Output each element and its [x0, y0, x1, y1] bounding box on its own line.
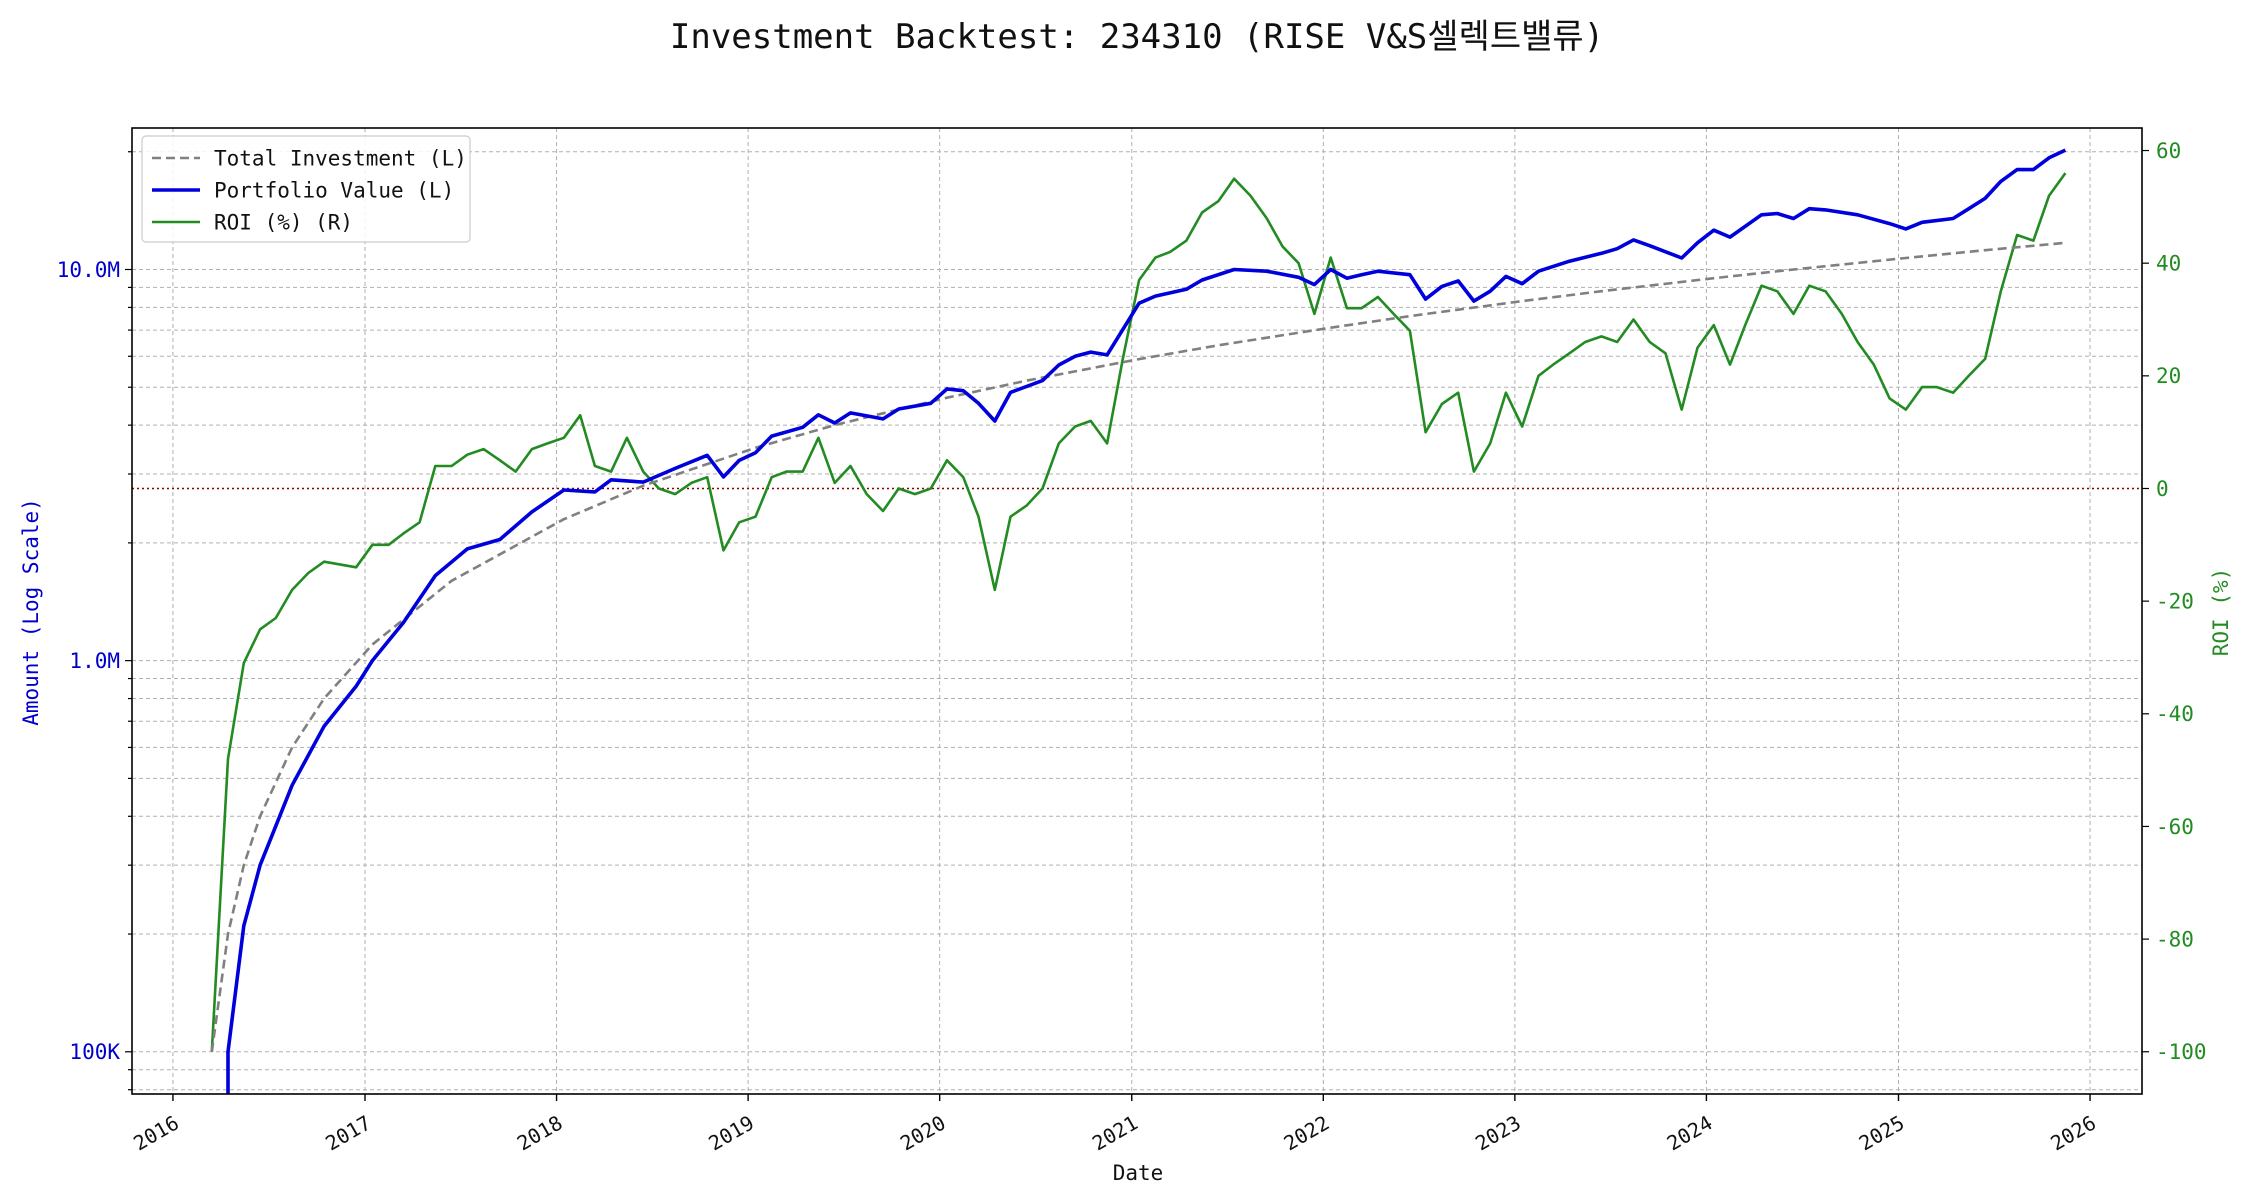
left-y-tick-label: 100K: [69, 1040, 120, 1064]
right-y-tick-label: 0: [2156, 477, 2169, 501]
plot-frame: [131, 127, 2143, 1095]
right-y-tick-label: -100: [2156, 1040, 2207, 1064]
x-tick-label: 2018: [513, 1111, 567, 1156]
x-axis-label: Date: [1113, 1161, 1164, 1185]
x-axis: 2016 2017 2018 2019 2020 2021 2022 2023 2024 2025…: [129, 1094, 2100, 1155]
series-layer: [210, 148, 2067, 1094]
right-y-tick-label: 60: [2156, 139, 2181, 163]
legend: Total Investment (L) Portfolio Value (L) R…: [141, 135, 471, 243]
right-y-tick-label: -40: [2156, 702, 2194, 726]
right-y-axis: -100 -80 -60 -40 -20 0 20 40 60: [2142, 139, 2207, 1064]
x-tick-label: 2023: [1471, 1111, 1525, 1156]
legend-entry-portfolio-value-label: Portfolio Value (L): [214, 178, 454, 202]
legend-box: [141, 135, 471, 243]
right-y-tick-label: 40: [2156, 252, 2181, 276]
left-y-axis-label: Amount (Log Scale): [19, 498, 43, 726]
left-y-tick-label: 1.0M: [69, 649, 120, 673]
x-tick-label: 2020: [896, 1111, 950, 1156]
x-tick-label: 2022: [1280, 1111, 1334, 1156]
right-y-axis-label: ROI (%): [2209, 568, 2233, 657]
legend-entry-roi-label: ROI (%) (R): [214, 210, 353, 234]
x-tick-label: 2026: [2046, 1111, 2100, 1156]
grid-lines: [132, 128, 2142, 1094]
portfolio-value-line: [226, 148, 2067, 1094]
total-investment-line: [210, 241, 2066, 1052]
legend-entry-total-investment-label: Total Investment (L): [214, 146, 467, 170]
x-tick-label: 2017: [321, 1111, 375, 1156]
x-tick-label: 2016: [129, 1111, 183, 1156]
right-y-tick-label: -20: [2156, 589, 2194, 613]
right-y-tick-label: 20: [2156, 364, 2181, 388]
x-tick-label: 2021: [1088, 1111, 1142, 1156]
right-y-tick-label: -80: [2156, 927, 2194, 951]
left-y-axis: 100K 1.0M 10.0M: [57, 151, 132, 1091]
left-y-tick-label: 10.0M: [57, 258, 120, 282]
x-tick-label: 2019: [704, 1111, 758, 1156]
roi-line: [210, 172, 2067, 1052]
x-tick-label: 2025: [1855, 1111, 1909, 1156]
x-tick-label: 2024: [1663, 1111, 1717, 1156]
chart-title: Investment Backtest: 234310 (RISE V&S셀렉트…: [670, 17, 1604, 57]
right-y-tick-label: -60: [2156, 815, 2194, 839]
